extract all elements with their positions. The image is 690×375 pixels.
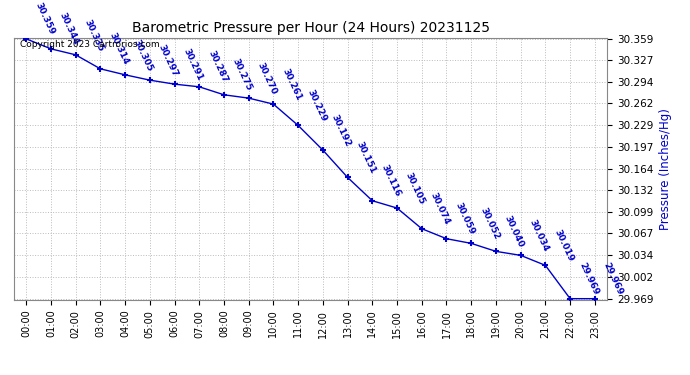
Text: 30.275: 30.275 — [231, 57, 254, 93]
Text: 29.969: 29.969 — [577, 261, 600, 297]
Text: 30.305: 30.305 — [132, 38, 155, 73]
Title: Barometric Pressure per Hour (24 Hours) 20231125: Barometric Pressure per Hour (24 Hours) … — [132, 21, 489, 35]
Text: 30.314: 30.314 — [107, 32, 130, 67]
Text: 30.105: 30.105 — [404, 171, 426, 206]
Text: 30.052: 30.052 — [478, 206, 501, 241]
Text: 30.287: 30.287 — [206, 50, 229, 85]
Text: 30.229: 30.229 — [305, 88, 328, 123]
Text: 30.040: 30.040 — [503, 214, 526, 249]
Text: 30.291: 30.291 — [181, 47, 204, 82]
Text: 30.034: 30.034 — [528, 218, 551, 253]
Text: 30.344: 30.344 — [58, 11, 81, 46]
Text: 30.019: 30.019 — [552, 228, 575, 263]
Text: 30.151: 30.151 — [355, 140, 377, 175]
Text: Copyright 2023 Cartrorios.com: Copyright 2023 Cartrorios.com — [20, 40, 159, 49]
Text: 30.059: 30.059 — [453, 201, 476, 237]
Y-axis label: Pressure (Inches/Hg): Pressure (Inches/Hg) — [659, 108, 672, 230]
Text: 30.297: 30.297 — [157, 43, 179, 78]
Text: 30.074: 30.074 — [428, 191, 451, 226]
Text: 30.261: 30.261 — [280, 67, 303, 102]
Text: 30.116: 30.116 — [380, 164, 402, 199]
Text: 30.270: 30.270 — [255, 61, 278, 96]
Text: 30.359: 30.359 — [33, 2, 56, 37]
Text: 29.969: 29.969 — [602, 261, 624, 297]
Text: 30.192: 30.192 — [330, 113, 353, 148]
Text: 30.335: 30.335 — [83, 18, 106, 53]
